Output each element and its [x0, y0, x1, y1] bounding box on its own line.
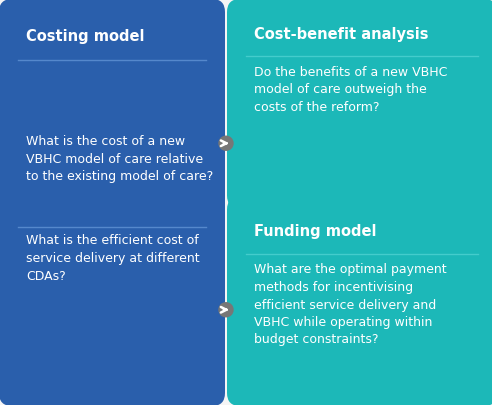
Text: Costing model: Costing model: [26, 28, 145, 43]
FancyBboxPatch shape: [227, 0, 492, 209]
Text: Do the benefits of a new VBHC
model of care outweigh the
costs of the reform?: Do the benefits of a new VBHC model of c…: [254, 66, 447, 114]
Text: What is the efficient cost of
service delivery at different
CDAs?: What is the efficient cost of service de…: [26, 234, 200, 283]
FancyBboxPatch shape: [0, 0, 225, 405]
Text: Funding model: Funding model: [254, 224, 376, 239]
Circle shape: [219, 136, 233, 150]
Text: Cost-benefit analysis: Cost-benefit analysis: [254, 26, 429, 41]
Text: What is the cost of a new
VBHC model of care relative
to the existing model of c: What is the cost of a new VBHC model of …: [26, 135, 213, 183]
FancyBboxPatch shape: [227, 196, 492, 405]
Text: What are the optimal payment
methods for incentivising
efficient service deliver: What are the optimal payment methods for…: [254, 264, 447, 347]
Circle shape: [219, 303, 233, 317]
